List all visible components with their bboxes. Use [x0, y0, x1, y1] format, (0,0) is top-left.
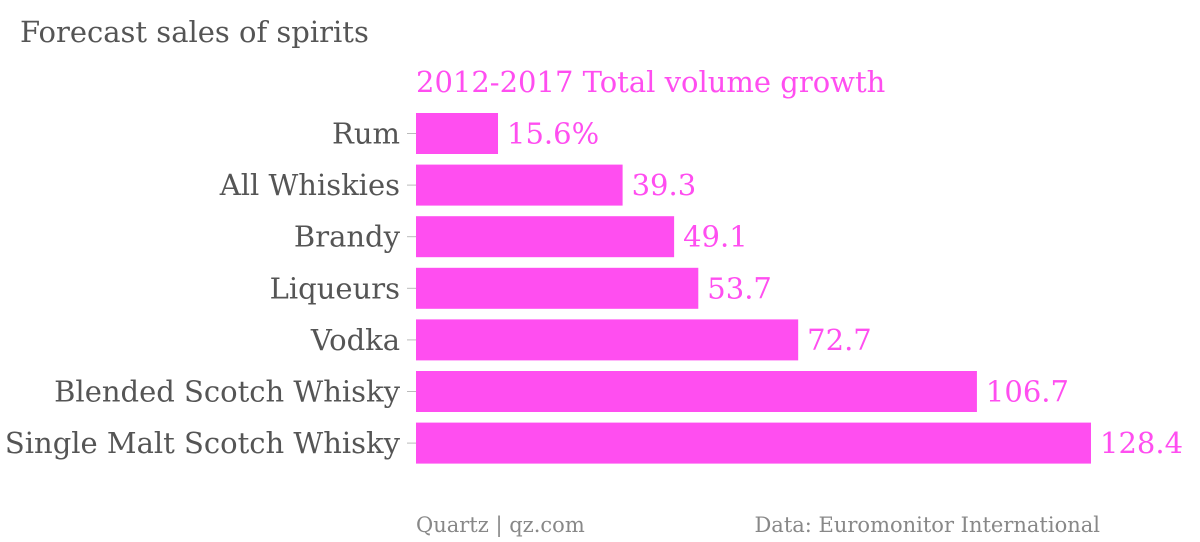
- bar: [416, 319, 799, 361]
- bar: [416, 216, 675, 258]
- bar: [416, 164, 623, 206]
- category-label: Rum: [332, 117, 400, 151]
- value-label: 15.6%: [507, 117, 599, 151]
- value-label: 128.4: [1100, 426, 1183, 460]
- bars-group: Rum 15.6% All Whiskies 39.3 Brandy 49.1 Liqueu…: [5, 113, 1183, 464]
- value-label: 39.3: [632, 168, 697, 202]
- bar: [416, 113, 499, 154]
- bar: [416, 422, 1091, 464]
- chart-title: Forecast sales of spirits: [20, 15, 369, 49]
- category-label: Brandy: [294, 220, 401, 254]
- category-label: Liqueurs: [270, 271, 400, 305]
- data-source: Data: Euromonitor International: [754, 513, 1100, 537]
- category-label: All Whiskies: [219, 168, 400, 202]
- category-label: Single Malt Scotch Whisky: [5, 426, 401, 460]
- value-label: 106.7: [986, 375, 1069, 409]
- value-label: 53.7: [707, 271, 772, 305]
- value-label: 49.1: [683, 220, 748, 254]
- category-label: Blended Scotch Whisky: [54, 375, 401, 409]
- bar: [416, 371, 977, 412]
- category-label: Vodka: [310, 323, 400, 357]
- bar: [416, 267, 699, 309]
- chart-subtitle: 2012-2017 Total volume growth: [416, 65, 885, 99]
- value-label: 72.7: [807, 323, 872, 357]
- source-credit: Quartz | qz.com: [416, 513, 585, 538]
